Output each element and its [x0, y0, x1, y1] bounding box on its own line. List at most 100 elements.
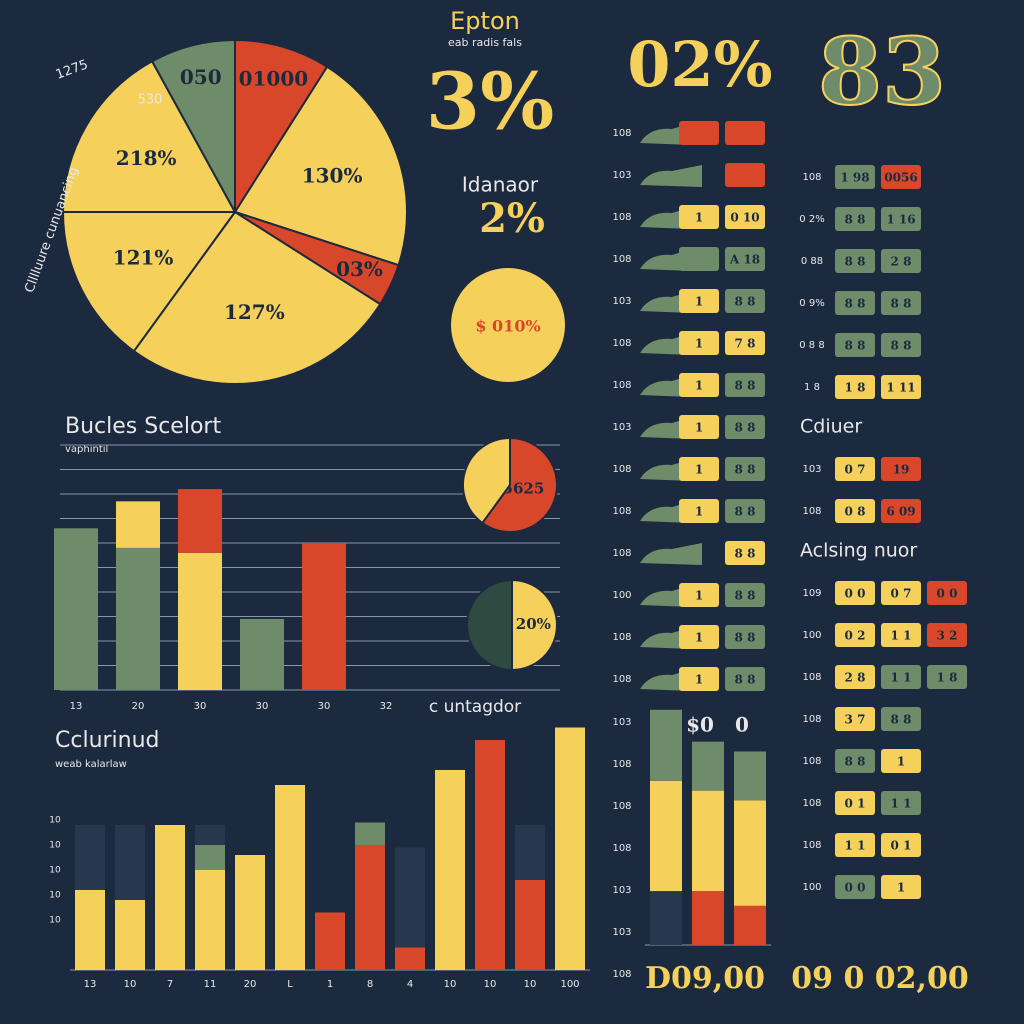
chip	[679, 457, 719, 481]
header-label: Idanaor	[462, 173, 539, 197]
chip	[835, 291, 875, 315]
slice-label: 121%	[113, 245, 174, 269]
slice-label: 5625	[503, 479, 545, 497]
second-value: 2%	[479, 195, 545, 242]
bar-segment	[650, 891, 682, 945]
chip-text: 0 0	[937, 587, 958, 601]
bar-segment	[178, 552, 222, 690]
bar-segment	[555, 727, 585, 970]
chip	[679, 373, 719, 397]
row-label: 0 2%	[799, 214, 824, 225]
chip-text: 1	[695, 673, 703, 687]
x-tick-label: 30	[256, 701, 269, 712]
chip	[725, 667, 765, 691]
row-label: 108	[612, 254, 631, 265]
chip-text: 1 8	[937, 671, 958, 685]
chart-title: Bucles Scelort	[65, 414, 221, 439]
bar-segment	[692, 790, 724, 892]
top-right-value: 02%	[627, 28, 772, 101]
chip	[835, 791, 875, 815]
bar-segment	[734, 800, 766, 906]
row-label: 103	[802, 464, 821, 475]
bar-segment	[54, 528, 98, 690]
chip-text: 1	[695, 505, 703, 519]
chart-subtitle: vaphintil	[65, 444, 108, 455]
chip-text: 1	[695, 589, 703, 603]
bar-segment	[115, 825, 145, 900]
row-label: 108	[802, 756, 821, 767]
chip-text: 1	[695, 295, 703, 309]
row-label: 108	[612, 969, 631, 980]
chip-text: 1 1	[891, 629, 912, 643]
chip-text: 8 8	[891, 713, 912, 727]
chip	[835, 875, 875, 899]
bar-segment	[435, 770, 465, 970]
header-title: Epton	[450, 7, 520, 35]
y-tick-label: 10	[49, 866, 61, 876]
bar-segment	[734, 905, 766, 945]
x-tick-label: 13	[84, 979, 97, 990]
chip	[725, 583, 765, 607]
chip	[881, 375, 921, 399]
bar-segment	[692, 891, 724, 945]
chip	[725, 373, 765, 397]
chip	[881, 581, 921, 605]
row-label: 103	[612, 885, 631, 896]
chip-text: 8 8	[891, 297, 912, 311]
bar-segment	[75, 890, 105, 970]
chip	[725, 541, 765, 565]
chip	[679, 247, 719, 271]
chip-text: 8 8	[735, 631, 756, 645]
chip-text: 1 16	[886, 213, 915, 227]
x-tick-label: 11	[204, 979, 217, 990]
row-label: 108	[802, 714, 821, 725]
chip-text: 0 7	[891, 587, 912, 601]
bar-segment	[275, 785, 305, 970]
chip-text: 8 8	[735, 463, 756, 477]
chip	[679, 667, 719, 691]
pie-slice	[132, 210, 382, 385]
chip	[679, 331, 719, 355]
chip-text: 1 98	[840, 171, 869, 185]
panel-footer: 09 0 02,00	[791, 961, 968, 996]
chip-text: 1	[695, 631, 703, 645]
chip	[881, 165, 921, 189]
chip-text: 8 8	[845, 339, 866, 353]
circle-value: $ 010%	[475, 317, 540, 336]
x-tick-label: 30	[318, 701, 331, 712]
value-tag: 0	[735, 713, 749, 737]
chip	[725, 163, 765, 187]
pie-slice	[480, 436, 558, 533]
chip	[881, 457, 921, 481]
chip-text: 3 2	[937, 629, 958, 643]
bar-segment	[302, 543, 346, 690]
chip-text: 8 8	[735, 379, 756, 393]
chip	[835, 207, 875, 231]
chart-title: Cclurinud	[55, 728, 160, 753]
row-label: 0 9%	[799, 298, 824, 309]
chip-text: 8 8	[735, 589, 756, 603]
pie-slice	[150, 38, 236, 213]
chip	[835, 249, 875, 273]
x-tick-label: 4	[407, 979, 413, 990]
header-subtitle: eab radis fals	[448, 36, 522, 49]
bar-segment	[395, 947, 425, 970]
slice-label: 127%	[224, 300, 285, 324]
bar-segment	[195, 825, 225, 845]
chip-text: 0056	[884, 171, 917, 185]
x-tick-label: 20	[244, 979, 257, 990]
pie-slice	[61, 211, 237, 353]
panel-footer: D09,00	[645, 961, 765, 996]
chip	[881, 207, 921, 231]
row-label: 108	[802, 672, 821, 683]
x-tick-label: 1	[327, 979, 333, 990]
slice-label: 01000	[239, 66, 309, 90]
chip	[679, 625, 719, 649]
chip	[881, 333, 921, 357]
bar-segment	[650, 709, 682, 781]
bar-segment	[195, 870, 225, 970]
chip-text: A 18	[729, 253, 760, 267]
chip-text: 0 10	[730, 211, 759, 225]
bar-segment	[734, 751, 766, 801]
